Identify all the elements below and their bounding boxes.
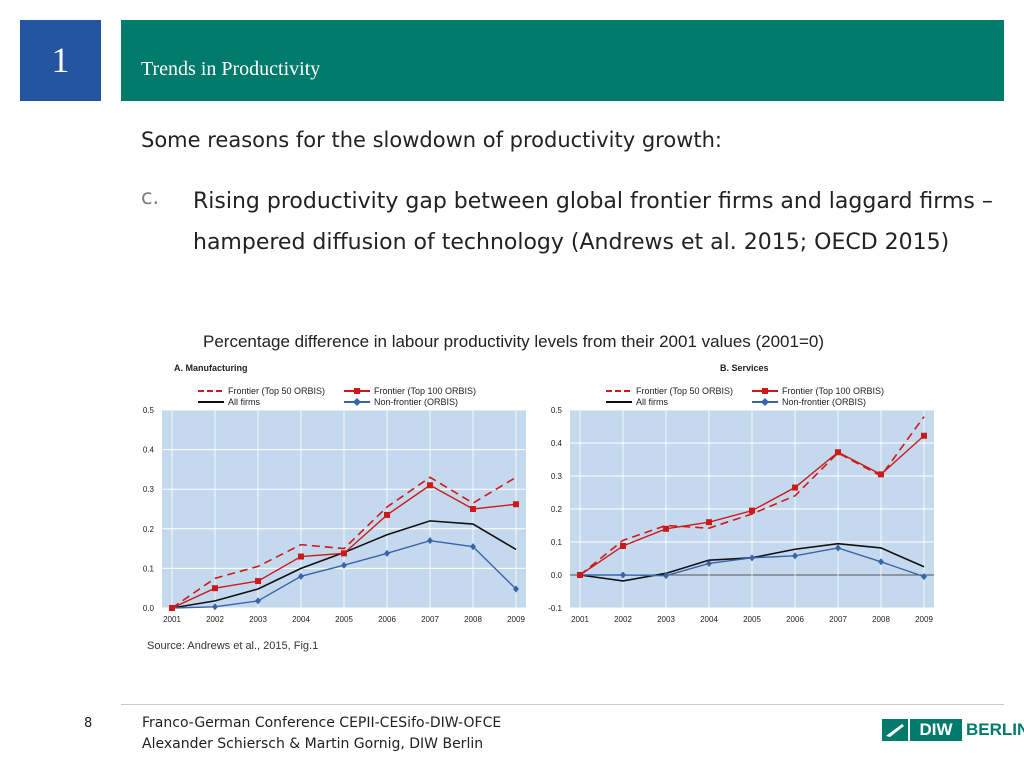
data-point: [577, 572, 583, 578]
legend-marker: [354, 388, 360, 394]
x-tick-label: 2005: [335, 615, 353, 624]
data-point: [663, 572, 669, 580]
bullet-marker: c.: [141, 185, 160, 209]
x-tick-label: 2007: [829, 615, 847, 624]
data-point: [212, 585, 218, 592]
data-point: [470, 506, 476, 512]
y-tick-label: 0.5: [551, 406, 563, 415]
data-point: [212, 603, 218, 611]
chart-title: A. Manufacturing: [174, 363, 248, 373]
x-tick-label: 2004: [700, 615, 718, 624]
data-point: [749, 507, 755, 514]
x-tick-label: 2001: [571, 615, 589, 624]
x-tick-label: 2006: [378, 615, 396, 624]
page-number: 8: [84, 716, 93, 731]
y-tick-label: 0.3: [551, 472, 563, 481]
y-tick-label: 0.4: [551, 439, 563, 448]
intro-text: Some reasons for the slowdown of product…: [141, 128, 722, 152]
x-tick-label: 2002: [206, 615, 224, 624]
data-point: [835, 544, 841, 552]
chart-services: B. Services Frontier (Top 50 ORBIS)All fi…: [548, 363, 934, 624]
series-line: [579, 416, 925, 576]
legend-marker: [762, 388, 768, 394]
legend-marker: [353, 398, 361, 406]
x-tick-label: 2008: [464, 615, 482, 624]
logo-berlin-text: BERLIN: [966, 720, 1024, 739]
data-point: [298, 572, 304, 580]
data-point: [427, 482, 433, 489]
data-point: [921, 573, 927, 581]
x-tick-label: 2009: [507, 615, 525, 624]
data-point: [169, 605, 175, 611]
legend-label: All firms: [228, 397, 260, 407]
series-line: [171, 476, 517, 609]
data-point: [835, 449, 841, 456]
legend-label: All firms: [636, 397, 668, 407]
x-tick-label: 2003: [249, 615, 267, 624]
legend-label: Non-frontier (ORBIS): [374, 397, 458, 407]
data-point: [921, 432, 927, 439]
legend-label: Frontier (Top 100 ORBIS): [782, 386, 884, 396]
data-point: [792, 484, 798, 491]
footer-authors: Alexander Schiersch & Martin Gornig, DIW…: [142, 736, 484, 752]
legend-label: Frontier (Top 50 ORBIS): [228, 386, 325, 396]
y-tick-label: 0.1: [143, 564, 155, 573]
data-point: [298, 553, 304, 560]
data-point: [384, 549, 390, 557]
x-tick-label: 2009: [915, 615, 933, 624]
y-tick-label: 0.2: [143, 525, 155, 534]
x-tick-label: 2005: [743, 615, 761, 624]
y-tick-label: -0.1: [548, 604, 562, 613]
data-point: [384, 511, 390, 518]
title-bar: Trends in Productivity: [121, 20, 1004, 101]
data-point: [620, 571, 626, 579]
data-point: [878, 471, 884, 478]
data-point: [792, 552, 798, 560]
legend-label: Frontier (Top 100 ORBIS): [374, 386, 476, 396]
x-tick-label: 2008: [872, 615, 890, 624]
logo-diw-text: DIW: [910, 719, 962, 741]
chart-title: B. Services: [720, 363, 769, 373]
data-point: [706, 559, 712, 567]
x-tick-label: 2003: [657, 615, 675, 624]
data-point: [513, 501, 519, 508]
data-point: [663, 525, 669, 532]
y-tick-label: 0.2: [551, 505, 563, 514]
y-tick-label: 0.5: [143, 406, 155, 415]
data-point: [255, 597, 261, 605]
x-tick-label: 2001: [163, 615, 181, 624]
section-number: 1: [20, 20, 101, 101]
data-point: [706, 519, 712, 526]
data-point: [255, 578, 261, 585]
slide-title: Trends in Productivity: [141, 58, 321, 80]
data-point: [470, 543, 476, 551]
data-point: [341, 561, 347, 569]
legend-label: Non-frontier (ORBIS): [782, 397, 866, 407]
data-point: [427, 537, 433, 545]
bullet-text: Rising productivity gap between global f…: [193, 189, 993, 255]
y-tick-label: 0.1: [551, 538, 563, 547]
chart-manufacturing: A. Manufacturing Frontier (Top 50 ORBIS)A…: [143, 363, 526, 624]
legend-label: Frontier (Top 50 ORBIS): [636, 386, 733, 396]
diw-arrow-icon: [882, 719, 908, 741]
x-tick-label: 2006: [786, 615, 804, 624]
y-tick-label: 0.0: [143, 604, 155, 613]
y-tick-label: 0.3: [143, 485, 155, 494]
y-tick-label: 0.4: [143, 446, 155, 455]
footer-conference: Franco-German Conference CEPII-CESifo-DI…: [142, 715, 502, 731]
data-point: [513, 585, 519, 593]
data-point: [620, 542, 626, 549]
x-tick-label: 2004: [292, 615, 310, 624]
data-point: [878, 558, 884, 566]
x-tick-label: 2002: [614, 615, 632, 624]
data-point: [341, 550, 347, 557]
source-note: Source: Andrews et al., 2015, Fig.1: [147, 640, 319, 652]
x-tick-label: 2007: [421, 615, 439, 624]
legend-marker: [761, 398, 769, 406]
y-tick-label: 0.0: [551, 571, 563, 580]
figure-title: Percentage difference in labour producti…: [203, 332, 825, 351]
footer-divider: [121, 704, 1004, 705]
data-point: [749, 554, 755, 562]
